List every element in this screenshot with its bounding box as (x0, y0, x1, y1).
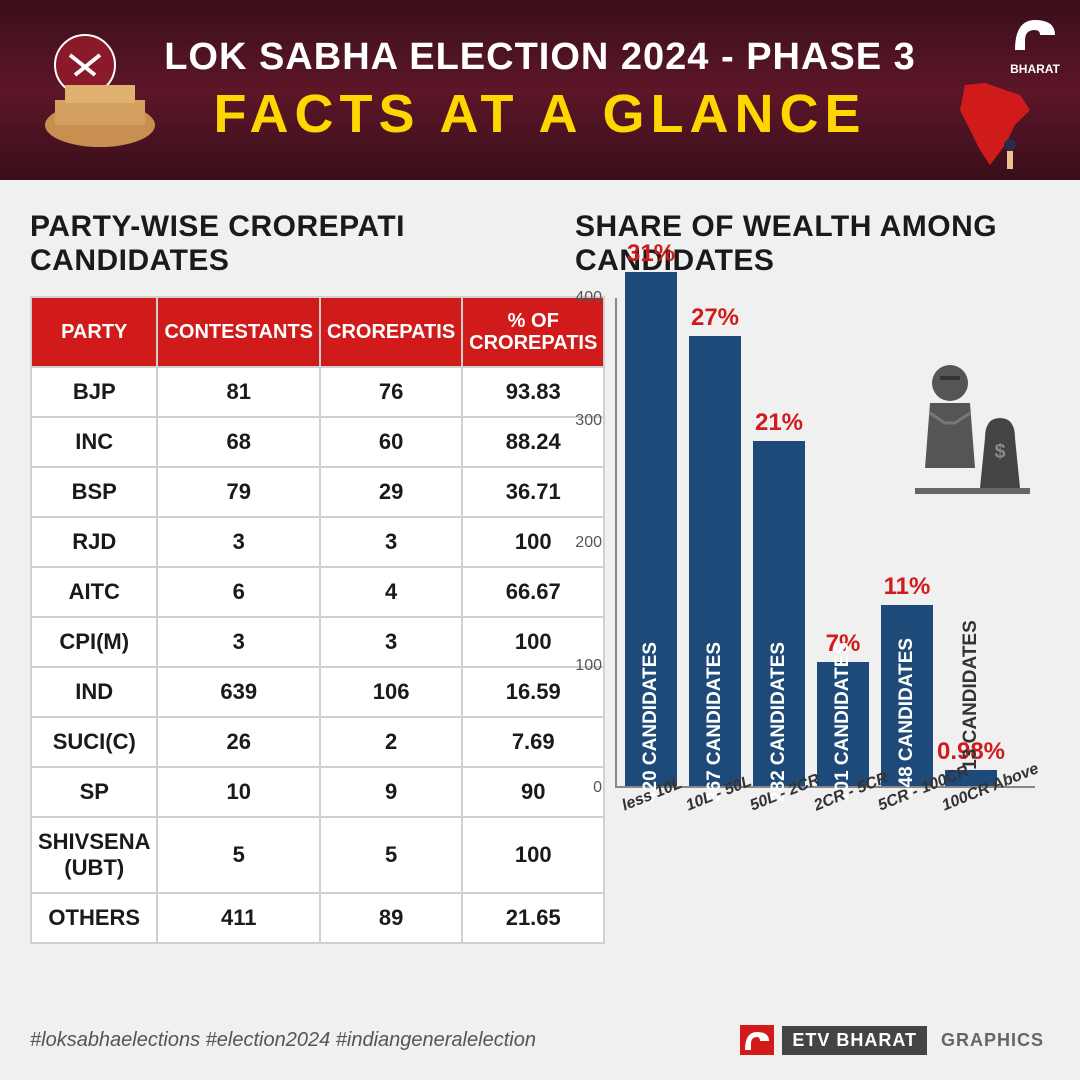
hashtags: #loksabhaelections #election2024 #indian… (30, 1029, 536, 1052)
table-cell: SUCI(C) (31, 717, 157, 767)
table-cell: 68 (157, 417, 320, 467)
table-row: SUCI(C)2627.69 (31, 717, 604, 767)
y-tick: 200 (575, 534, 602, 552)
table-row: INC686088.24 (31, 417, 604, 467)
bar-percent: 11% (884, 573, 931, 601)
bar-percent: 21% (755, 409, 803, 437)
table-cell: 5 (157, 817, 320, 893)
table-cell: IND (31, 667, 157, 717)
y-tick: 0 (593, 779, 602, 797)
table-cell: SP (31, 767, 157, 817)
footer-logo-icon (740, 1025, 774, 1055)
table-row: AITC6466.67 (31, 567, 604, 617)
table-cell: 79 (157, 467, 320, 517)
bar: 11%148 CANDIDATES (881, 605, 933, 786)
table-header: PARTY (31, 297, 157, 367)
brand-logo: BHARAT (1010, 15, 1060, 76)
bar: 27%367 CANDIDATES (689, 336, 741, 786)
table-cell: 411 (157, 893, 320, 943)
table-cell: 89 (320, 893, 462, 943)
table-cell: BSP (31, 467, 157, 517)
table-cell: 3 (157, 517, 320, 567)
table-header: CROREPATIS (320, 297, 462, 367)
table-cell: 29 (320, 467, 462, 517)
header-title: LOK SABHA ELECTION 2024 - PHASE 3 (164, 36, 916, 79)
table-row: OTHERS4118921.65 (31, 893, 604, 943)
bar-label: 420 CANDIDATES (640, 642, 662, 802)
table-row: RJD33100 (31, 517, 604, 567)
bar: 21%282 CANDIDATES (753, 441, 805, 786)
bar-label: 367 CANDIDATES (704, 642, 726, 802)
parliament-logo-icon (30, 30, 170, 150)
content: PARTY-WISE CROREPATI CANDIDATES PARTYCON… (0, 180, 1080, 1000)
table-cell: INC (31, 417, 157, 467)
bar-label: 101 CANDIDATES (832, 642, 854, 802)
table-title: PARTY-WISE CROREPATI CANDIDATES (30, 210, 550, 278)
table-row: SP10990 (31, 767, 604, 817)
footer-brand-name: ETV BHARAT (782, 1026, 927, 1055)
table-cell: SHIVSENA(UBT) (31, 817, 157, 893)
table-cell: OTHERS (31, 893, 157, 943)
table-cell: 5 (320, 817, 462, 893)
table-panel: PARTY-WISE CROREPATI CANDIDATES PARTYCON… (30, 210, 550, 990)
table-cell: 26 (157, 717, 320, 767)
bar-label: 148 CANDIDATES (896, 637, 918, 797)
table-cell: 60 (320, 417, 462, 467)
footer: #loksabhaelections #election2024 #indian… (0, 1000, 1080, 1080)
bar-chart: 0100200300400 31%420 CANDIDATES27%367 CA… (575, 298, 1050, 898)
header: LOK SABHA ELECTION 2024 - PHASE 3 FACTS … (0, 0, 1080, 180)
y-axis: 0100200300400 (575, 298, 610, 788)
table-cell: BJP (31, 367, 157, 417)
table-cell: AITC (31, 567, 157, 617)
table-cell: 3 (157, 617, 320, 667)
table-cell: 2 (320, 717, 462, 767)
india-map-icon (935, 75, 1045, 180)
table-cell: 3 (320, 617, 462, 667)
bar-label: 13 CANDIDATES (960, 620, 982, 770)
table-cell: 10 (157, 767, 320, 817)
table-cell: 6 (157, 567, 320, 617)
table-cell: 81 (157, 367, 320, 417)
header-subtitle: FACTS AT A GLANCE (214, 83, 867, 145)
svg-text:$: $ (994, 441, 1005, 463)
y-tick: 100 (575, 657, 602, 675)
bar-percent: 31% (627, 240, 675, 268)
rich-person-icon: $ (900, 358, 1040, 513)
y-tick: 400 (575, 289, 602, 307)
table-cell: RJD (31, 517, 157, 567)
table-cell: 106 (320, 667, 462, 717)
table-cell: 9 (320, 767, 462, 817)
table-row: IND63910616.59 (31, 667, 604, 717)
table-row: CPI(M)33100 (31, 617, 604, 667)
table-cell: 639 (157, 667, 320, 717)
table-cell: 4 (320, 567, 462, 617)
table-cell: 3 (320, 517, 462, 567)
footer-brand: ETV BHARAT GRAPHICS (740, 1025, 1050, 1055)
bar: 7%101 CANDIDATES (817, 662, 869, 786)
bar-label: 282 CANDIDATES (768, 642, 790, 802)
table-row: BJP817693.83 (31, 367, 604, 417)
table-row: SHIVSENA(UBT)55100 (31, 817, 604, 893)
bar-percent: 27% (691, 304, 739, 332)
table-header: CONTESTANTS (157, 297, 320, 367)
y-tick: 300 (575, 412, 602, 430)
table-cell: 76 (320, 367, 462, 417)
brand-text: BHARAT (1010, 62, 1060, 76)
footer-brand-suffix: GRAPHICS (935, 1026, 1050, 1055)
crorepati-table: PARTYCONTESTANTSCROREPATIS% OFCROREPATIS… (30, 296, 605, 944)
table-row: BSP792936.71 (31, 467, 604, 517)
table-cell: CPI(M) (31, 617, 157, 667)
bar: 31%420 CANDIDATES (625, 272, 677, 787)
chart-panel: SHARE OF WEALTH AMONG CANDIDATES 0100200… (575, 210, 1050, 990)
